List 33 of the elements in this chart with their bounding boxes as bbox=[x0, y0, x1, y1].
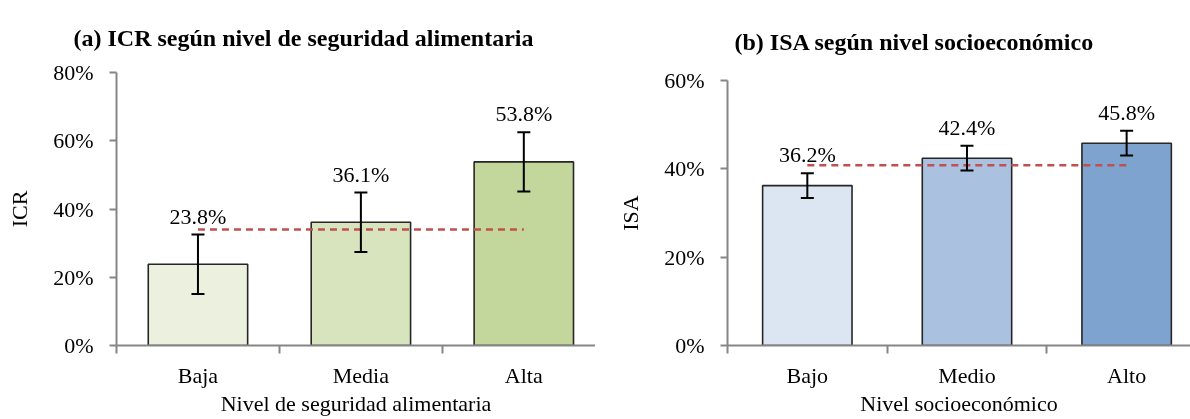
data-label: 53.8% bbox=[495, 101, 553, 127]
bar bbox=[1081, 142, 1173, 346]
x-tick-label: Medio bbox=[938, 362, 996, 388]
data-label: 45.8% bbox=[1098, 99, 1156, 125]
y-axis-title: ISA bbox=[618, 195, 644, 231]
y-tick-label: 80% bbox=[53, 60, 94, 85]
y-tick-label: 60% bbox=[53, 128, 94, 154]
y-tick-label: 60% bbox=[664, 68, 705, 93]
x-tick-label: Baja bbox=[177, 362, 219, 388]
x-axis-title: Nivel socioeconómico bbox=[860, 390, 1058, 416]
y-tick-label: 20% bbox=[53, 264, 94, 290]
chart-title: (a) ICR según nivel de seguridad alimentaria bbox=[73, 25, 534, 51]
x-tick-label: Media bbox=[332, 362, 390, 388]
data-label: 23.8% bbox=[169, 203, 227, 229]
chart-title: (b) ISA según nivel socioeconómico bbox=[734, 29, 1094, 55]
y-tick-label: 40% bbox=[53, 196, 94, 222]
y-tick-label: 0% bbox=[675, 333, 705, 358]
y-axis-title: ICR bbox=[7, 190, 33, 228]
x-tick-label: Alta bbox=[504, 362, 543, 388]
data-label: 42.4% bbox=[938, 114, 996, 140]
y-tick-label: 0% bbox=[64, 333, 94, 358]
y-tick-label: 20% bbox=[664, 244, 705, 270]
x-tick-label: Alto bbox=[1107, 362, 1147, 388]
bar bbox=[761, 184, 853, 346]
bar bbox=[147, 263, 249, 346]
bar bbox=[473, 161, 575, 346]
y-tick-label: 40% bbox=[664, 156, 705, 182]
x-tick-label: Bajo bbox=[786, 362, 829, 388]
bar bbox=[921, 157, 1013, 346]
data-label: 36.2% bbox=[778, 142, 836, 168]
data-label: 36.1% bbox=[332, 161, 390, 187]
bar bbox=[310, 221, 412, 346]
x-axis-title: Nivel de seguridad alimentaria bbox=[220, 390, 492, 416]
